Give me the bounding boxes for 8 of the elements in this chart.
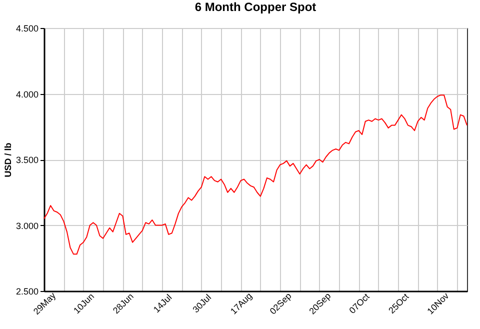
y-tick-label: 2.500: [16, 286, 38, 296]
y-tick-label: 3.000: [16, 220, 38, 231]
line-series: [44, 94, 468, 255]
y-axis-title: USD / lb: [2, 142, 13, 178]
y-tick-label: 3.500: [16, 155, 38, 165]
y-tick-label: 4.000: [16, 89, 38, 100]
chart-title: 6 Month Copper Spot: [194, 0, 316, 14]
y-tick-label: 4.500: [16, 24, 38, 34]
